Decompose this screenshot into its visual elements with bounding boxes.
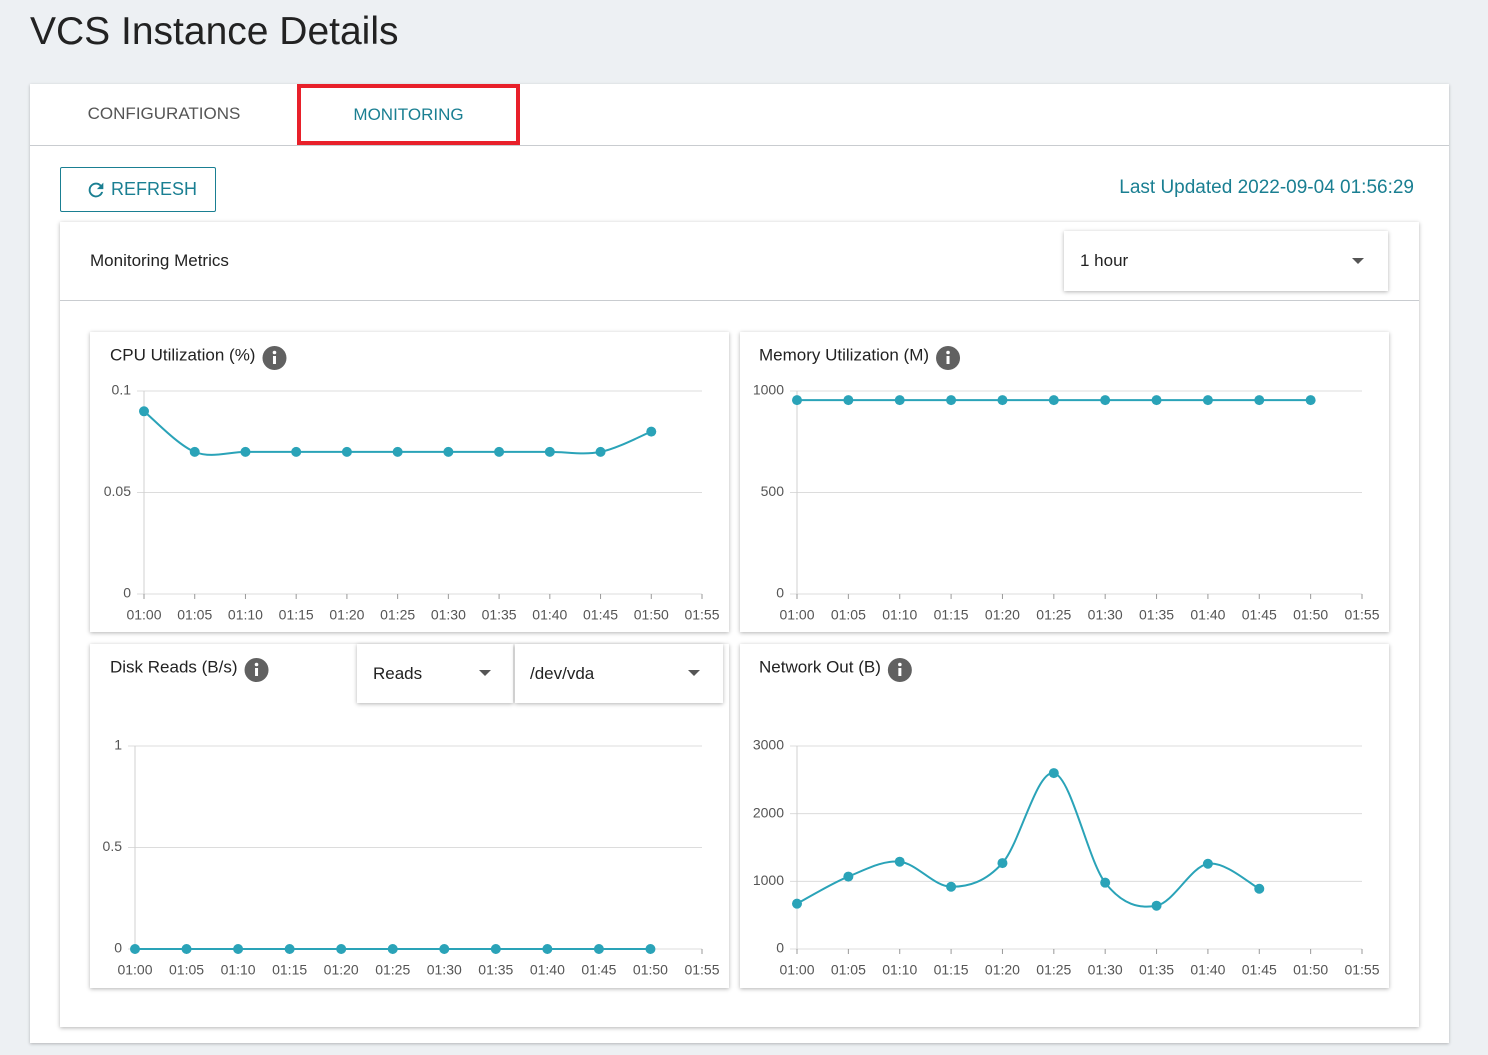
- chart-card: [90, 332, 729, 632]
- last-updated: Last Updated 2022-09-04 01:56:29: [1119, 177, 1414, 198]
- panel-title: Monitoring Metrics: [90, 251, 229, 270]
- chart-card: [740, 644, 1389, 988]
- refresh-button[interactable]: REFRESH: [60, 167, 216, 212]
- refresh-icon: [88, 182, 104, 198]
- select-value: Reads: [373, 664, 423, 683]
- select-value: /dev/vda: [530, 664, 595, 683]
- disk-metric-select[interactable]: Reads: [357, 644, 513, 703]
- panel-divider: [60, 300, 1419, 301]
- disk-device-select[interactable]: /dev/vda: [515, 644, 723, 703]
- tab-divider: [30, 145, 1449, 146]
- dropdown-arrow: [688, 670, 700, 676]
- dropdown-arrow: [479, 670, 491, 676]
- dropdown-arrow: [1352, 258, 1364, 264]
- tab-active[interactable]: MONITORING: [297, 84, 520, 145]
- range-value: 1 hour: [1080, 251, 1129, 270]
- refresh-label: REFRESH: [111, 179, 198, 199]
- tab[interactable]: CONFIGURATIONS: [87, 104, 241, 123]
- range-select[interactable]: 1 hour: [1064, 231, 1388, 291]
- chart-card: [740, 332, 1389, 632]
- page-title: VCS Instance Details: [30, 10, 399, 53]
